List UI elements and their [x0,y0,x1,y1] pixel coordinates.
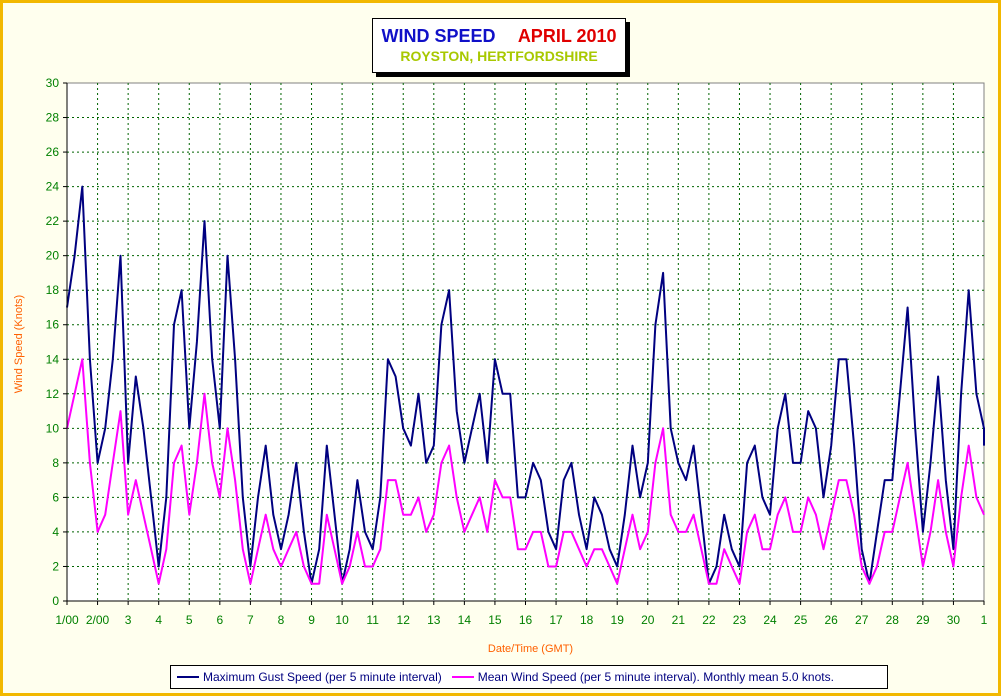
title-month: APRIL 2010 [517,26,617,46]
y-axis-title: Wind Speed (Knots) [13,295,25,393]
legend-swatch-mean [451,676,474,678]
chart-subtitle: ROYSTON, HERTFORDSHIRE [400,48,598,64]
x-tick-label: 6 [216,613,223,627]
x-tick-label: 25 [794,613,808,627]
x-tick-label: 12 [397,613,411,627]
series-line-gust [66,185,985,585]
x-tick-label: 8 [278,613,285,627]
x-tick-label: 28 [886,613,900,627]
x-tick-label: 7 [247,613,254,627]
y-tick-label: 20 [46,249,60,263]
x-tick-label: 15 [488,613,502,627]
y-tick-label: 10 [46,421,60,435]
y-tick-label: 2 [52,559,59,573]
x-tick-label: 3 [125,613,132,627]
x-tick-label: 1 [981,613,988,627]
y-tick-label: 4 [52,525,59,539]
x-axis-title: Date/Time (GMT) [488,643,573,655]
y-tick-label: 8 [52,456,59,470]
y-tick-label: 0 [52,594,59,608]
x-tick-label: 17 [549,613,563,627]
x-tick-label: 19 [611,613,625,627]
y-tick-label: 30 [46,76,60,90]
y-tick-label: 28 [46,111,60,125]
x-tick-label: 26 [824,613,838,627]
y-tick-label: 22 [46,214,60,228]
x-tick-label: 20 [641,613,655,627]
legend-item-mean: Mean Wind Speed (per 5 minute interval).… [451,670,834,684]
legend-swatch-gust [177,676,199,678]
x-tick-label: 27 [855,613,869,627]
x-tick-label: 22 [702,613,716,627]
chart-title: WIND SPEED APRIL 2010 [373,25,625,47]
x-tick-label: 4 [155,613,162,627]
x-tick-label: 11 [366,613,379,627]
chart-title-box: WIND SPEED APRIL 2010 ROYSTON, HERTFORDS… [372,18,626,73]
series-line-mean [66,358,985,585]
x-tick-label: 18 [580,613,594,627]
x-tick-label: 2/00 [86,613,110,627]
x-tick-label: 14 [458,613,472,627]
x-tick-label: 23 [733,613,747,627]
x-tick-label: 1/00 [55,613,79,627]
y-tick-label: 12 [46,387,60,401]
x-tick-label: 13 [427,613,441,627]
legend-item-gust: Maximum Gust Speed (per 5 minute interva… [177,670,442,684]
chart-legend: Maximum Gust Speed (per 5 minute interva… [170,665,888,689]
x-tick-label: 29 [916,613,930,627]
legend-label-mean: Mean Wind Speed (per 5 minute interval).… [477,670,834,684]
x-tick-label: 24 [763,613,777,627]
y-tick-label: 6 [52,490,59,504]
title-wind-speed: WIND SPEED [381,26,496,46]
x-tick-label: 21 [672,613,686,627]
x-tick-label: 16 [519,613,533,627]
x-tick-label: 5 [186,613,193,627]
x-tick-label: 10 [335,613,349,627]
x-tick-label: 9 [308,613,315,627]
y-tick-label: 14 [46,352,60,366]
y-tick-label: 18 [46,283,60,297]
y-tick-label: 26 [46,145,60,159]
y-tick-label: 24 [46,180,60,194]
y-tick-label: 16 [46,318,60,332]
legend-label-gust: Maximum Gust Speed (per 5 minute interva… [203,670,442,684]
x-tick-label: 30 [947,613,961,627]
